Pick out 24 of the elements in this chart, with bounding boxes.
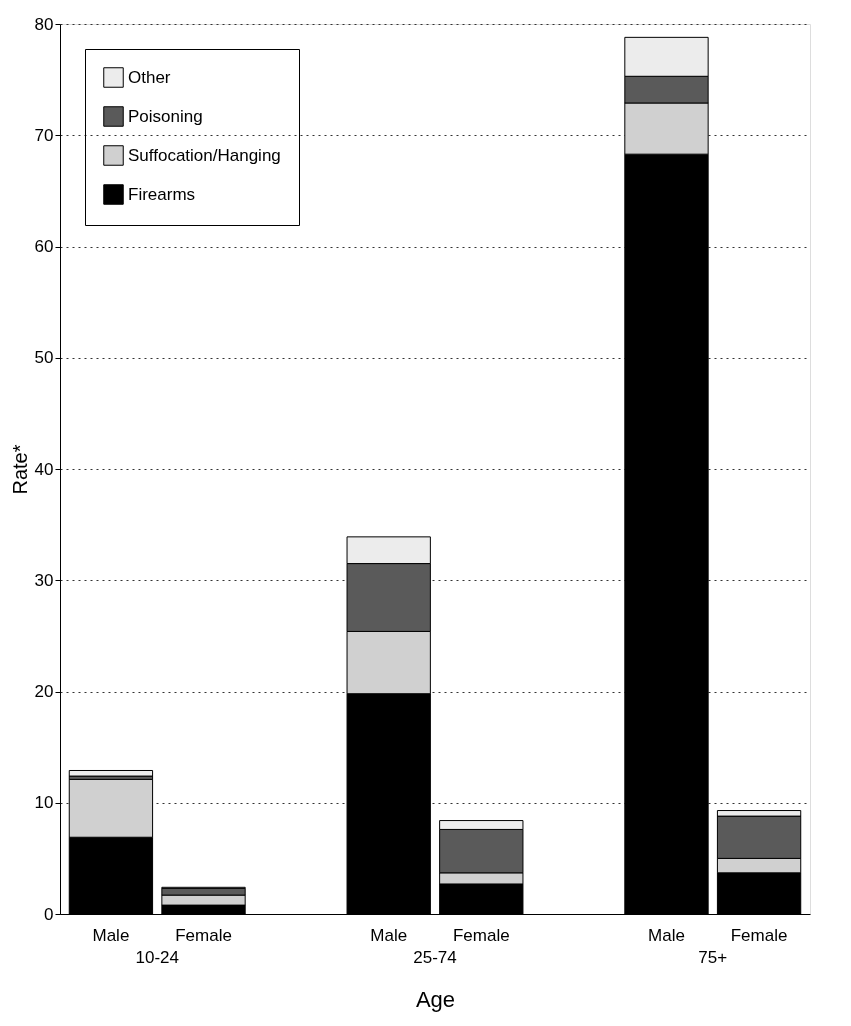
x-axis-title: Age	[415, 986, 456, 1012]
legend-label: Poisoning	[128, 106, 203, 126]
y-tick-label: 70	[34, 125, 54, 145]
y-tick-label: 0	[44, 904, 54, 924]
text: 75+	[698, 948, 728, 967]
y-axis-title: Rate*	[8, 444, 31, 495]
legend-label: Other	[128, 67, 171, 87]
text: 10-24	[135, 948, 179, 967]
y-tick-label: 30	[34, 570, 54, 590]
text: 25-74	[413, 948, 457, 967]
x-tick-label: Male	[370, 926, 408, 945]
y-tick-label: 50	[34, 348, 54, 368]
y-tick-label: 10	[34, 793, 54, 813]
x-tick-label: Male	[648, 926, 685, 945]
legend-label: Firearms	[128, 184, 196, 204]
legend-label: Suffocation/Hanging	[128, 145, 281, 165]
x-tick-label: Male	[92, 926, 130, 945]
y-tick-label: 40	[34, 459, 54, 479]
x-tick-label: Female	[730, 926, 788, 945]
x-tick-label: Female	[452, 926, 510, 945]
y-tick-label: 20	[34, 682, 54, 701]
y-tick-label: 80	[34, 14, 54, 34]
x-tick-label: Female	[175, 926, 232, 945]
y-tick-label: 60	[34, 237, 54, 256]
